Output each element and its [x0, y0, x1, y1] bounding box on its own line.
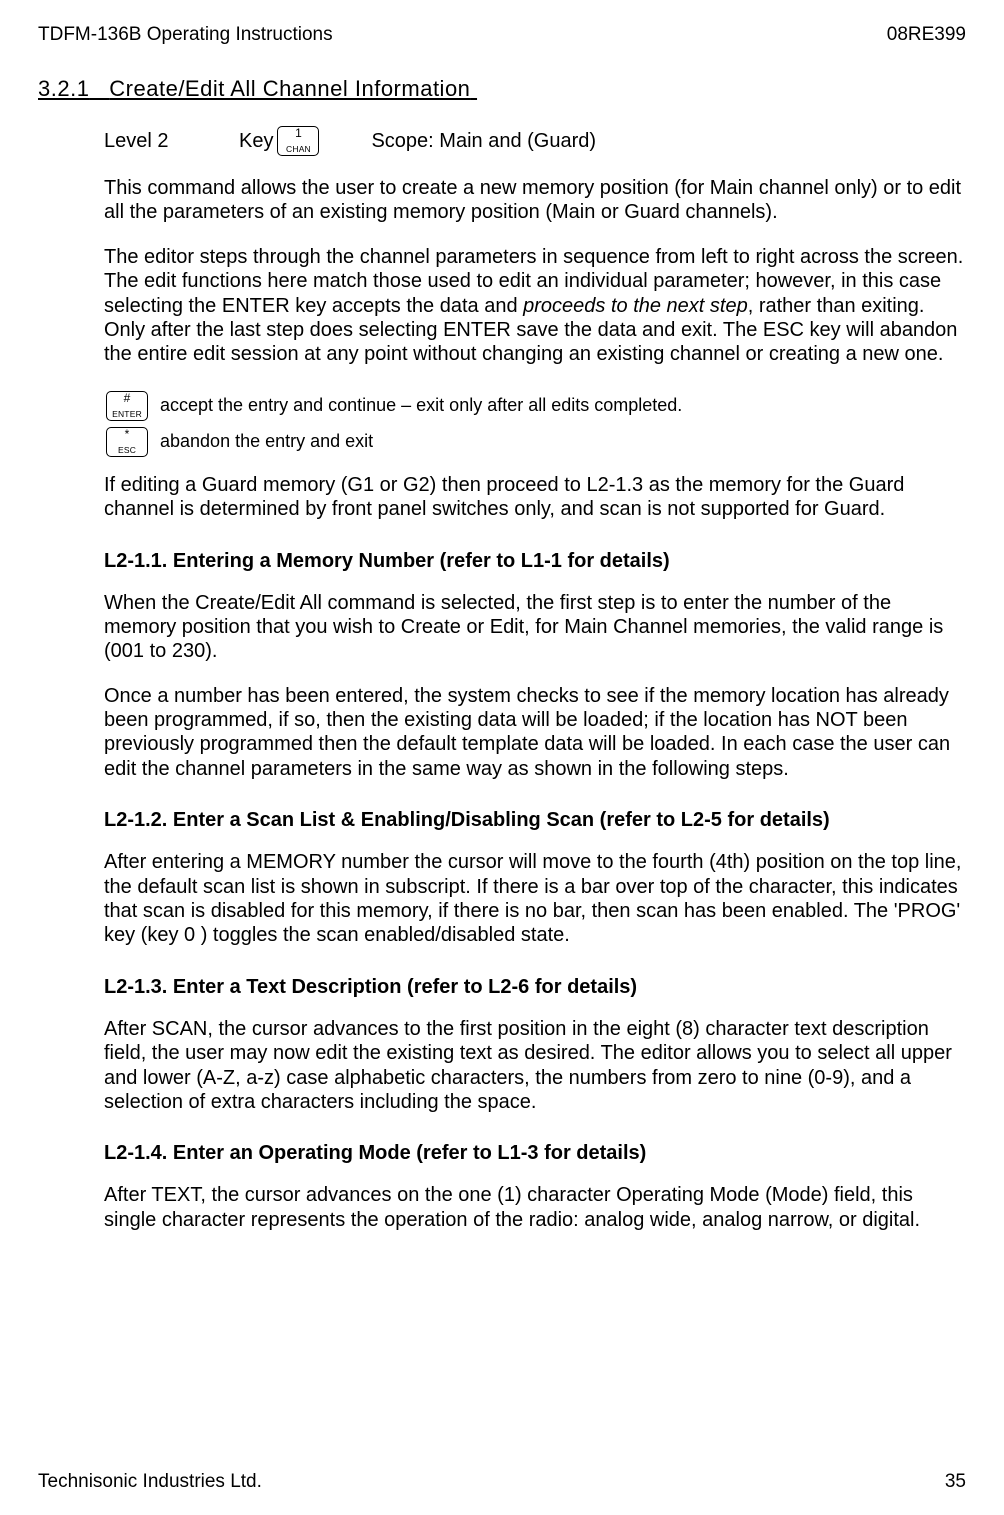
keycap-bottom: CHAN — [278, 144, 318, 155]
body: Level 2 Key 1 CHAN Scope: Main and (Guar… — [104, 126, 966, 1232]
sub-1-1-p1: When the Create/Edit All command is sele… — [104, 591, 966, 664]
sub-1-3-head: L2-1.3. Enter a Text Description (refer … — [104, 976, 966, 999]
keycap-enter-top: # — [107, 392, 147, 405]
level-label: Level 2 — [104, 130, 239, 153]
sub-1-4-head: L2-1.4. Enter an Operating Mode (refer t… — [104, 1142, 966, 1165]
header-right: 08RE399 — [887, 24, 966, 46]
sub-1-2-head: L2-1.2. Enter a Scan List & Enabling/Dis… — [104, 809, 966, 832]
page: TDFM-136B Operating Instructions 08RE399… — [0, 0, 1004, 1515]
paragraph-1: This command allows the user to create a… — [104, 176, 966, 225]
sub-1-2-p1: After entering a MEMORY number the curso… — [104, 850, 966, 948]
keycap-1-chan: 1 CHAN — [277, 126, 319, 156]
section-number: 3.2.1 — [38, 76, 89, 101]
sub-1-1-head: L2-1.1. Entering a Memory Number (refer … — [104, 550, 966, 573]
key-esc-desc: abandon the entry and exit — [160, 431, 373, 452]
scope-label: Scope: Main and (Guard) — [371, 130, 596, 153]
key-label: Key — [239, 130, 273, 153]
sub-1-3-p1: After SCAN, the cursor advances to the f… — [104, 1017, 966, 1115]
page-footer: Technisonic Industries Ltd. 35 — [38, 1471, 966, 1493]
keycap-esc: * ESC — [106, 427, 148, 457]
p2-italic: proceeds to the next step — [523, 295, 748, 317]
page-header: TDFM-136B Operating Instructions 08RE399 — [38, 24, 966, 46]
paragraph-3: If editing a Guard memory (G1 or G2) the… — [104, 473, 966, 522]
keycap-esc-bot: ESC — [107, 445, 147, 456]
keycap-esc-top: * — [107, 428, 147, 441]
footer-left: Technisonic Industries Ltd. — [38, 1471, 262, 1493]
level-key-scope-line: Level 2 Key 1 CHAN Scope: Main and (Guar… — [104, 126, 966, 156]
paragraph-2: The editor steps through the channel par… — [104, 245, 966, 367]
section-title: 3.2.1 Create/Edit All Channel Informatio… — [38, 76, 966, 102]
header-left: TDFM-136B Operating Instructions — [38, 24, 333, 46]
sub-1-1-p2: Once a number has been entered, the syst… — [104, 684, 966, 782]
footer-right: 35 — [945, 1471, 966, 1493]
section-title-text: Create/Edit All Channel Information — [109, 76, 470, 101]
sub-1-4-p1: After TEXT, the cursor advances on the o… — [104, 1183, 966, 1232]
keycap-top: 1 — [278, 127, 318, 140]
keycap-enter: # ENTER — [106, 391, 148, 421]
key-esc-row: * ESC abandon the entry and exit — [104, 427, 966, 457]
keycap-enter-bot: ENTER — [107, 409, 147, 420]
key-enter-row: # ENTER accept the entry and continue – … — [104, 391, 966, 421]
key-enter-desc: accept the entry and continue – exit onl… — [160, 395, 682, 416]
